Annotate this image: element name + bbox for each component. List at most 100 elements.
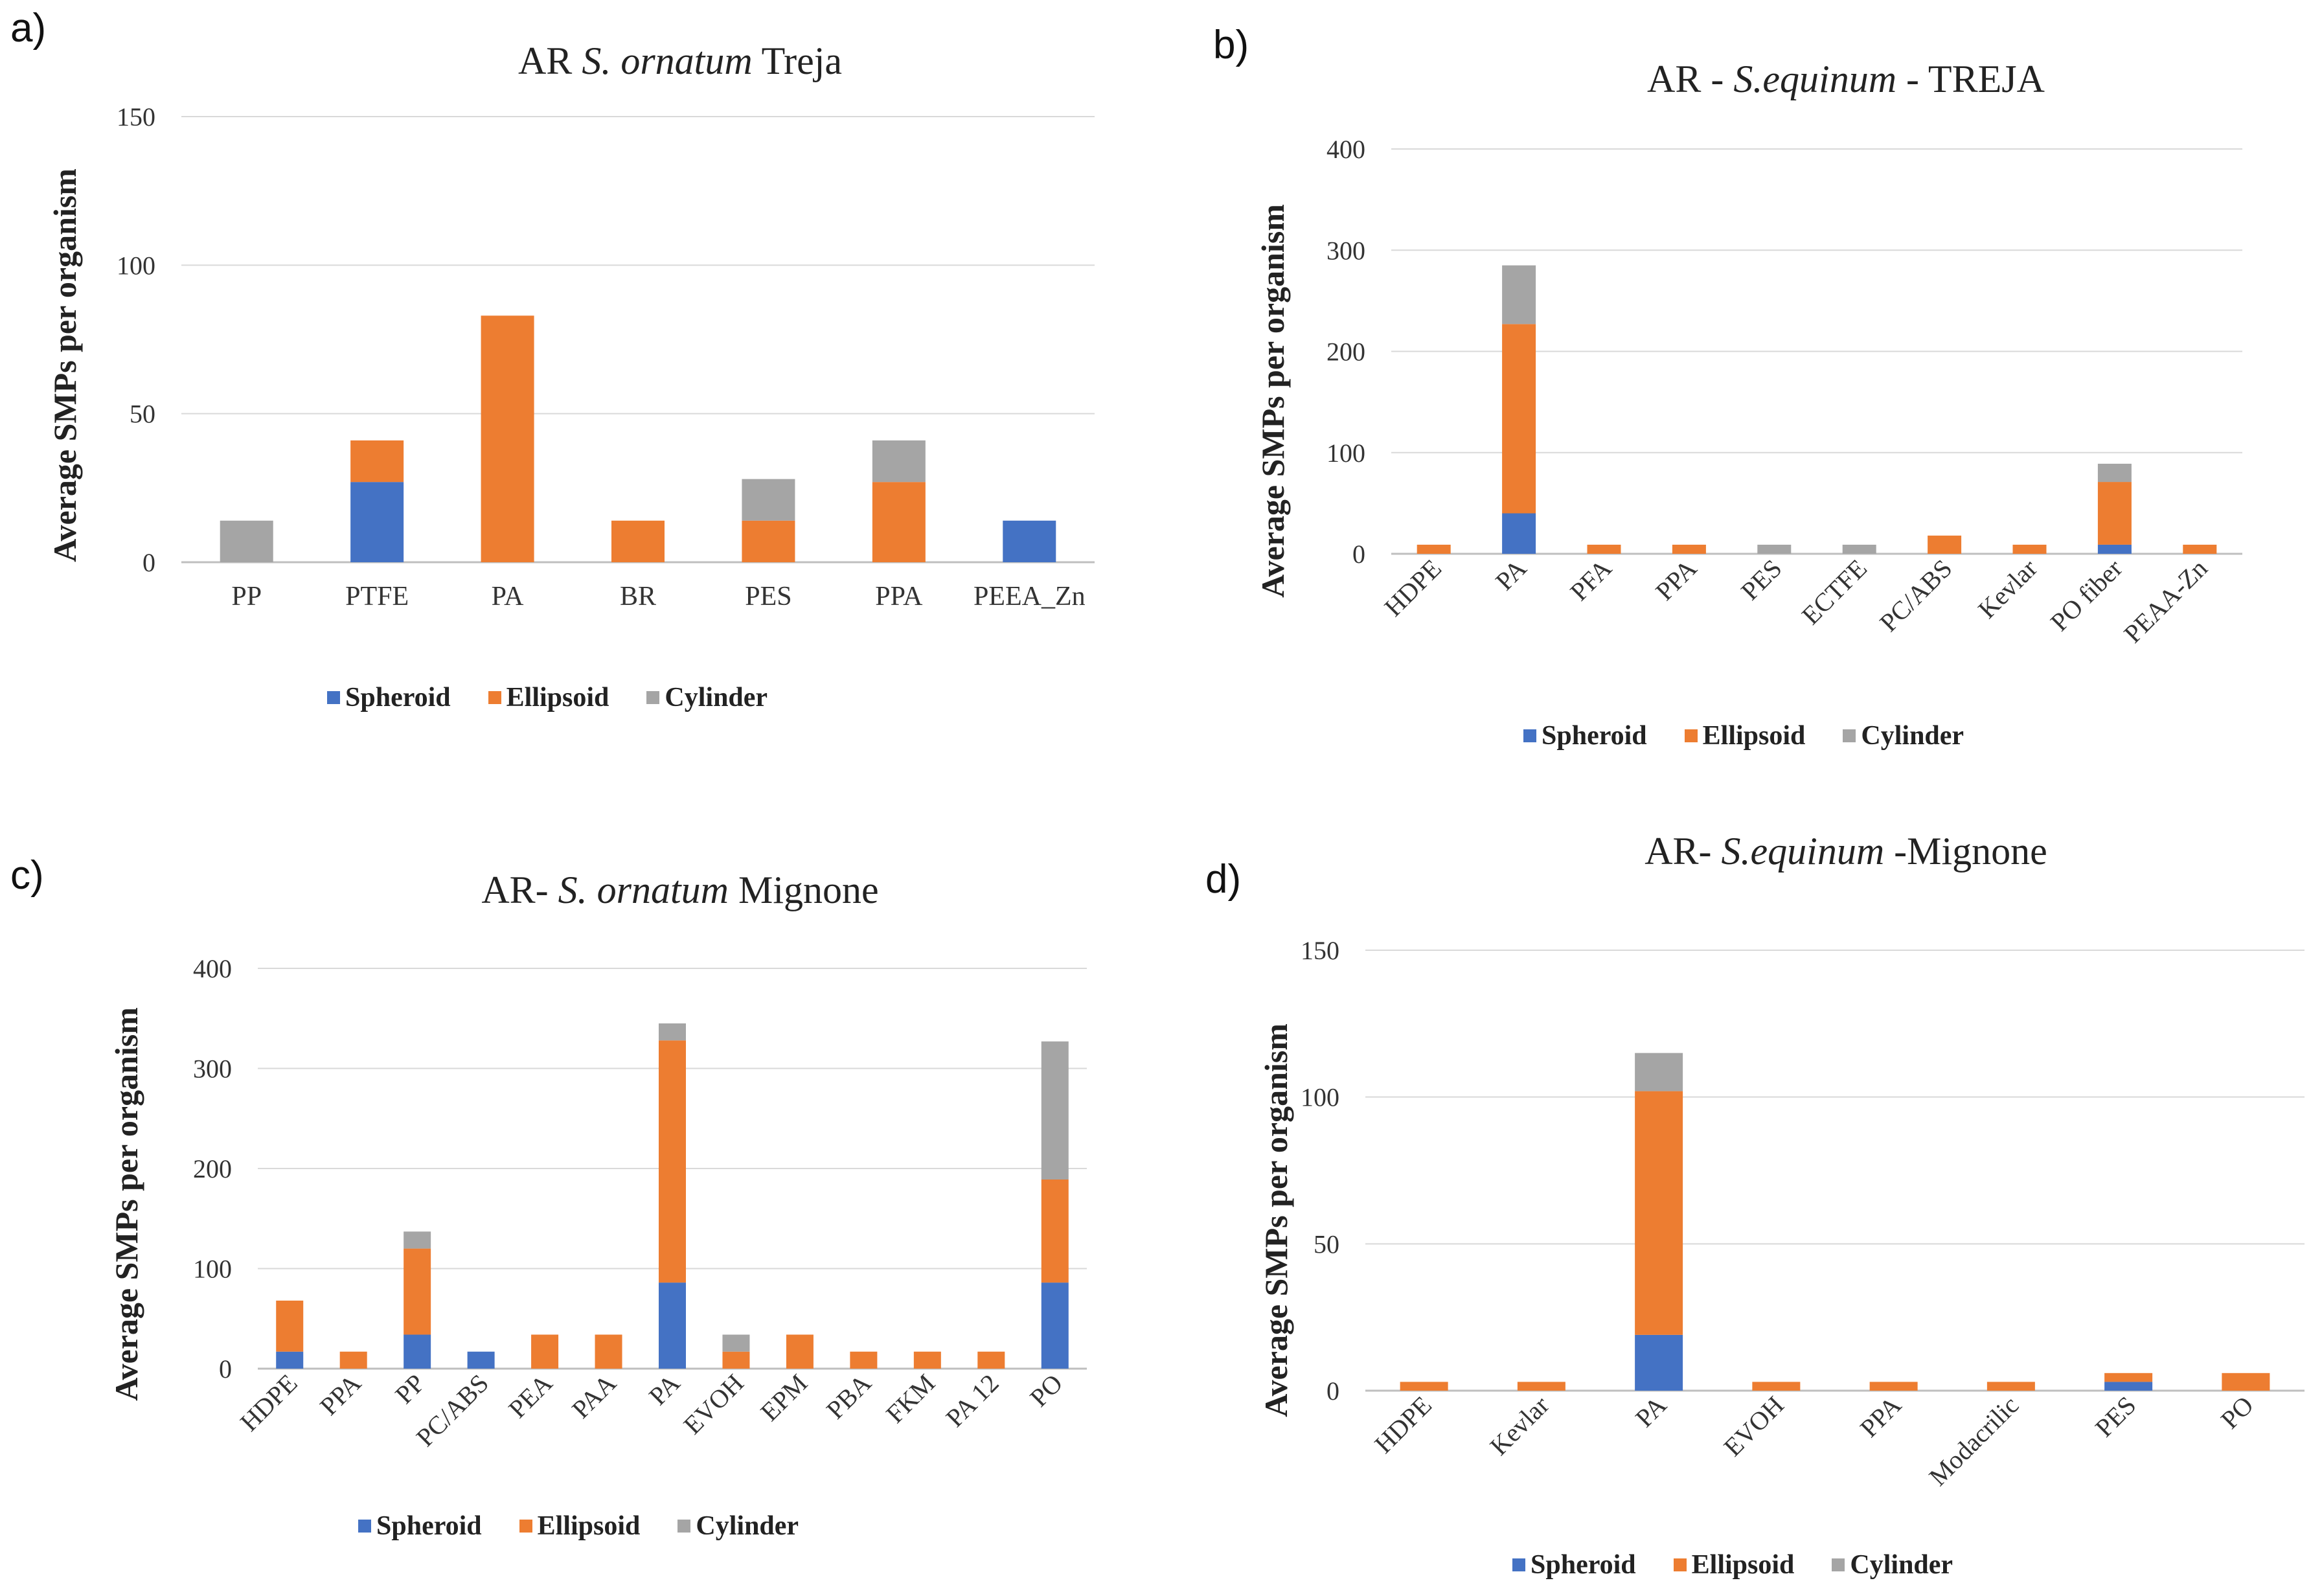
title-part: AR- bbox=[481, 869, 558, 911]
y-tick-label: 400 bbox=[193, 954, 232, 983]
bar-cylinder bbox=[1502, 265, 1536, 325]
y-tick-label: 150 bbox=[117, 102, 155, 131]
bar-cylinder bbox=[1842, 544, 1876, 554]
legend-label: Ellipsoid bbox=[1691, 1550, 1795, 1580]
bar-ellipsoid bbox=[481, 315, 534, 562]
legend-label: Spheroid bbox=[1531, 1550, 1636, 1580]
bar-ellipsoid bbox=[1635, 1091, 1683, 1335]
bar-ellipsoid bbox=[2097, 482, 2132, 545]
legend-swatch bbox=[1673, 1558, 1687, 1571]
y-tick-label: 0 bbox=[1326, 1376, 1339, 1406]
bar-spheroid bbox=[1502, 513, 1536, 554]
bar-cylinder bbox=[1041, 1041, 1069, 1180]
bar-ellipsoid bbox=[659, 1040, 686, 1283]
legend-label: Cylinder bbox=[1850, 1550, 1953, 1580]
title-species: S. ornatum bbox=[558, 869, 729, 911]
legend-swatch bbox=[1512, 1558, 1525, 1571]
bar-ellipsoid bbox=[350, 440, 404, 483]
bar-ellipsoid bbox=[786, 1334, 814, 1369]
bar-spheroid bbox=[1635, 1334, 1683, 1391]
panel-letter-c: c) bbox=[10, 853, 44, 898]
bar-ellipsoid bbox=[1928, 535, 1962, 554]
legend-d: Spheroid Ellipsoid Cylinder bbox=[1512, 1549, 1953, 1580]
bar-ellipsoid bbox=[977, 1351, 1005, 1369]
bar-spheroid bbox=[659, 1282, 686, 1369]
bar-ellipsoid bbox=[1869, 1382, 1918, 1391]
y-tick-label: 100 bbox=[1326, 439, 1365, 468]
legend-label: Ellipsoid bbox=[537, 1511, 641, 1541]
legend-label: Spheroid bbox=[345, 683, 451, 712]
panel-letter-d: d) bbox=[1205, 857, 1242, 902]
chart-title-a: AR S. ornatum Treja bbox=[194, 39, 1166, 84]
legend-item-spheroid: Spheroid bbox=[1512, 1549, 1636, 1580]
bar-cylinder bbox=[659, 1023, 686, 1041]
legend-item-ellipsoid: Ellipsoid bbox=[488, 682, 609, 713]
x-tick-label: PES bbox=[745, 582, 791, 611]
legend-swatch bbox=[1684, 729, 1698, 742]
bar-ellipsoid bbox=[1041, 1179, 1069, 1283]
x-tick-label: PEEA_Zn bbox=[973, 582, 1086, 611]
chart-title-d: AR- S.equinum -Mignone bbox=[1393, 829, 2299, 874]
legend-item-ellipsoid: Ellipsoid bbox=[1673, 1549, 1795, 1580]
y-tick-label: 0 bbox=[142, 548, 155, 577]
legend-swatch bbox=[1843, 729, 1856, 742]
legend-item-ellipsoid: Ellipsoid bbox=[519, 1510, 641, 1542]
bar-ellipsoid bbox=[595, 1334, 622, 1369]
y-tick-label: 50 bbox=[1314, 1229, 1339, 1259]
bar-ellipsoid bbox=[611, 520, 665, 562]
legend-swatch bbox=[488, 691, 501, 704]
legend-swatch bbox=[1523, 729, 1536, 742]
y-tick-label: 100 bbox=[1301, 1083, 1339, 1112]
y-tick-label: 100 bbox=[117, 251, 155, 280]
x-tick-label: EVOH bbox=[1718, 1391, 1789, 1462]
title-part: -Mignone bbox=[1884, 830, 2047, 872]
bar-cylinder bbox=[404, 1231, 431, 1249]
bar-cylinder bbox=[1635, 1053, 1683, 1091]
chart-title-b: AR - S.equinum - TREJA bbox=[1425, 57, 2267, 102]
legend-swatch bbox=[677, 1520, 691, 1533]
legend-item-spheroid: Spheroid bbox=[327, 682, 451, 713]
title-part: - TREJA bbox=[1896, 58, 2045, 100]
legend-item-cylinder: Cylinder bbox=[1832, 1549, 1953, 1580]
bar-ellipsoid bbox=[1672, 544, 1706, 554]
x-tick-label: Kevlar bbox=[1484, 1391, 1554, 1461]
title-part: Treja bbox=[752, 40, 843, 82]
bar-ellipsoid bbox=[2222, 1373, 2270, 1391]
bar-ellipsoid bbox=[276, 1300, 304, 1352]
legend-label: Ellipsoid bbox=[1702, 721, 1806, 751]
legend-swatch bbox=[519, 1520, 532, 1533]
bar-ellipsoid bbox=[1986, 1382, 2035, 1391]
bar-spheroid bbox=[1003, 520, 1056, 562]
panel-letter-a: a) bbox=[10, 6, 47, 51]
y-tick-label: 150 bbox=[1301, 936, 1339, 965]
bar-ellipsoid bbox=[2104, 1373, 2153, 1382]
legend-b: Spheroid Ellipsoid Cylinder bbox=[1523, 720, 1964, 751]
bar-ellipsoid bbox=[850, 1351, 878, 1369]
y-tick-label: 200 bbox=[193, 1154, 232, 1183]
y-tick-label: 100 bbox=[193, 1255, 232, 1284]
bar-ellipsoid bbox=[531, 1334, 559, 1369]
y-tick-label: 0 bbox=[219, 1354, 232, 1384]
legend-swatch bbox=[1832, 1558, 1845, 1571]
legend-label: Spheroid bbox=[376, 1511, 482, 1541]
legend-label: Cylinder bbox=[696, 1511, 799, 1541]
y-tick-label: 300 bbox=[193, 1054, 232, 1084]
x-tick-label: PA bbox=[1630, 1390, 1672, 1432]
y-tick-label: 300 bbox=[1326, 236, 1365, 265]
x-tick-label: PPA bbox=[1854, 1390, 1907, 1442]
x-tick-label: PES bbox=[2089, 1391, 2142, 1443]
x-tick-label: PP bbox=[231, 582, 262, 611]
bar-spheroid bbox=[467, 1351, 495, 1369]
bar-ellipsoid bbox=[1502, 324, 1536, 514]
bar-cylinder bbox=[722, 1334, 750, 1352]
bar-cylinder bbox=[220, 520, 273, 562]
x-tick-label: HDPE bbox=[1369, 1391, 1437, 1459]
legend-label: Ellipsoid bbox=[506, 683, 609, 712]
bar-ellipsoid bbox=[339, 1351, 367, 1369]
bar-ellipsoid bbox=[722, 1351, 750, 1369]
legend-item-cylinder: Cylinder bbox=[1843, 720, 1964, 751]
bar-ellipsoid bbox=[1400, 1382, 1448, 1391]
x-tick-label: PPA bbox=[875, 582, 923, 611]
title-part: AR - bbox=[1647, 58, 1734, 100]
